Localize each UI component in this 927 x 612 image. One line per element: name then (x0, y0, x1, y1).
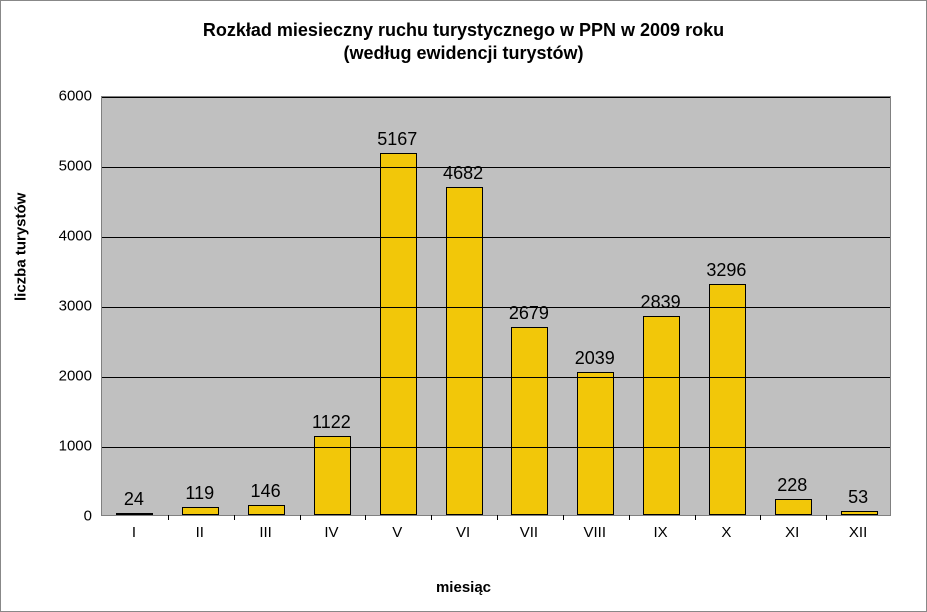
xtick-label: VIII (583, 524, 606, 541)
xtick-mark (760, 515, 761, 520)
bar-value-label: 53 (848, 487, 868, 508)
bar (380, 153, 417, 515)
xtick-mark (695, 515, 696, 520)
ytick-label: 3000 (32, 298, 92, 315)
bar (775, 499, 812, 515)
bar (841, 511, 878, 515)
gridline (102, 307, 890, 308)
bar-value-label: 24 (124, 489, 144, 510)
bar-value-label: 2679 (509, 303, 549, 324)
bar-value-label: 3296 (706, 260, 746, 281)
ytick-label: 0 (32, 508, 92, 525)
y-axis-label: liczba turystów (13, 193, 30, 301)
bar (248, 505, 285, 515)
bar-value-label: 1122 (312, 412, 351, 433)
ytick-label: 5000 (32, 158, 92, 175)
xtick-mark (365, 515, 366, 520)
ytick-label: 6000 (32, 88, 92, 105)
xtick-label: VII (520, 524, 538, 541)
bar (577, 372, 614, 515)
xtick-mark (168, 515, 169, 520)
xtick-label: II (196, 524, 204, 541)
gridline (102, 167, 890, 168)
title-line-1: Rozkład miesieczny ruchu turystycznego w… (203, 20, 724, 40)
xtick-mark (300, 515, 301, 520)
xtick-label: XI (785, 524, 799, 541)
ytick-label: 4000 (32, 228, 92, 245)
gridline (102, 237, 890, 238)
xtick-label: III (259, 524, 272, 541)
xtick-label: I (132, 524, 136, 541)
gridline (102, 97, 890, 98)
xtick-mark (563, 515, 564, 520)
plot-area (101, 96, 891, 516)
chart-container: Rozkład miesieczny ruchu turystycznego w… (0, 0, 927, 612)
bar (314, 436, 351, 515)
xtick-mark (629, 515, 630, 520)
bar-value-label: 2839 (641, 292, 681, 313)
bar-value-label: 5167 (377, 129, 417, 150)
bar (643, 316, 680, 515)
bar-value-label: 228 (777, 475, 807, 496)
bar (511, 327, 548, 515)
bar (182, 507, 219, 515)
xtick-mark (497, 515, 498, 520)
bar-value-label: 4682 (443, 163, 483, 184)
gridline (102, 447, 890, 448)
ytick-label: 1000 (32, 438, 92, 455)
bars-group (102, 97, 890, 515)
bar-value-label: 146 (251, 481, 281, 502)
title-line-2: (według ewidencji turystów) (343, 43, 583, 63)
xtick-label: IV (324, 524, 338, 541)
xtick-mark (431, 515, 432, 520)
bar (709, 284, 746, 515)
xtick-mark (234, 515, 235, 520)
bar (116, 513, 153, 515)
ytick-label: 2000 (32, 368, 92, 385)
xtick-label: VI (456, 524, 470, 541)
chart-title: Rozkład miesieczny ruchu turystycznego w… (1, 1, 926, 66)
xtick-label: XII (849, 524, 867, 541)
xtick-mark (826, 515, 827, 520)
xtick-label: IX (653, 524, 667, 541)
xtick-label: V (392, 524, 402, 541)
bar-value-label: 119 (185, 483, 214, 504)
bar-value-label: 2039 (575, 348, 615, 369)
xtick-label: X (721, 524, 731, 541)
x-axis-label: miesiąc (1, 579, 926, 596)
gridline (102, 377, 890, 378)
